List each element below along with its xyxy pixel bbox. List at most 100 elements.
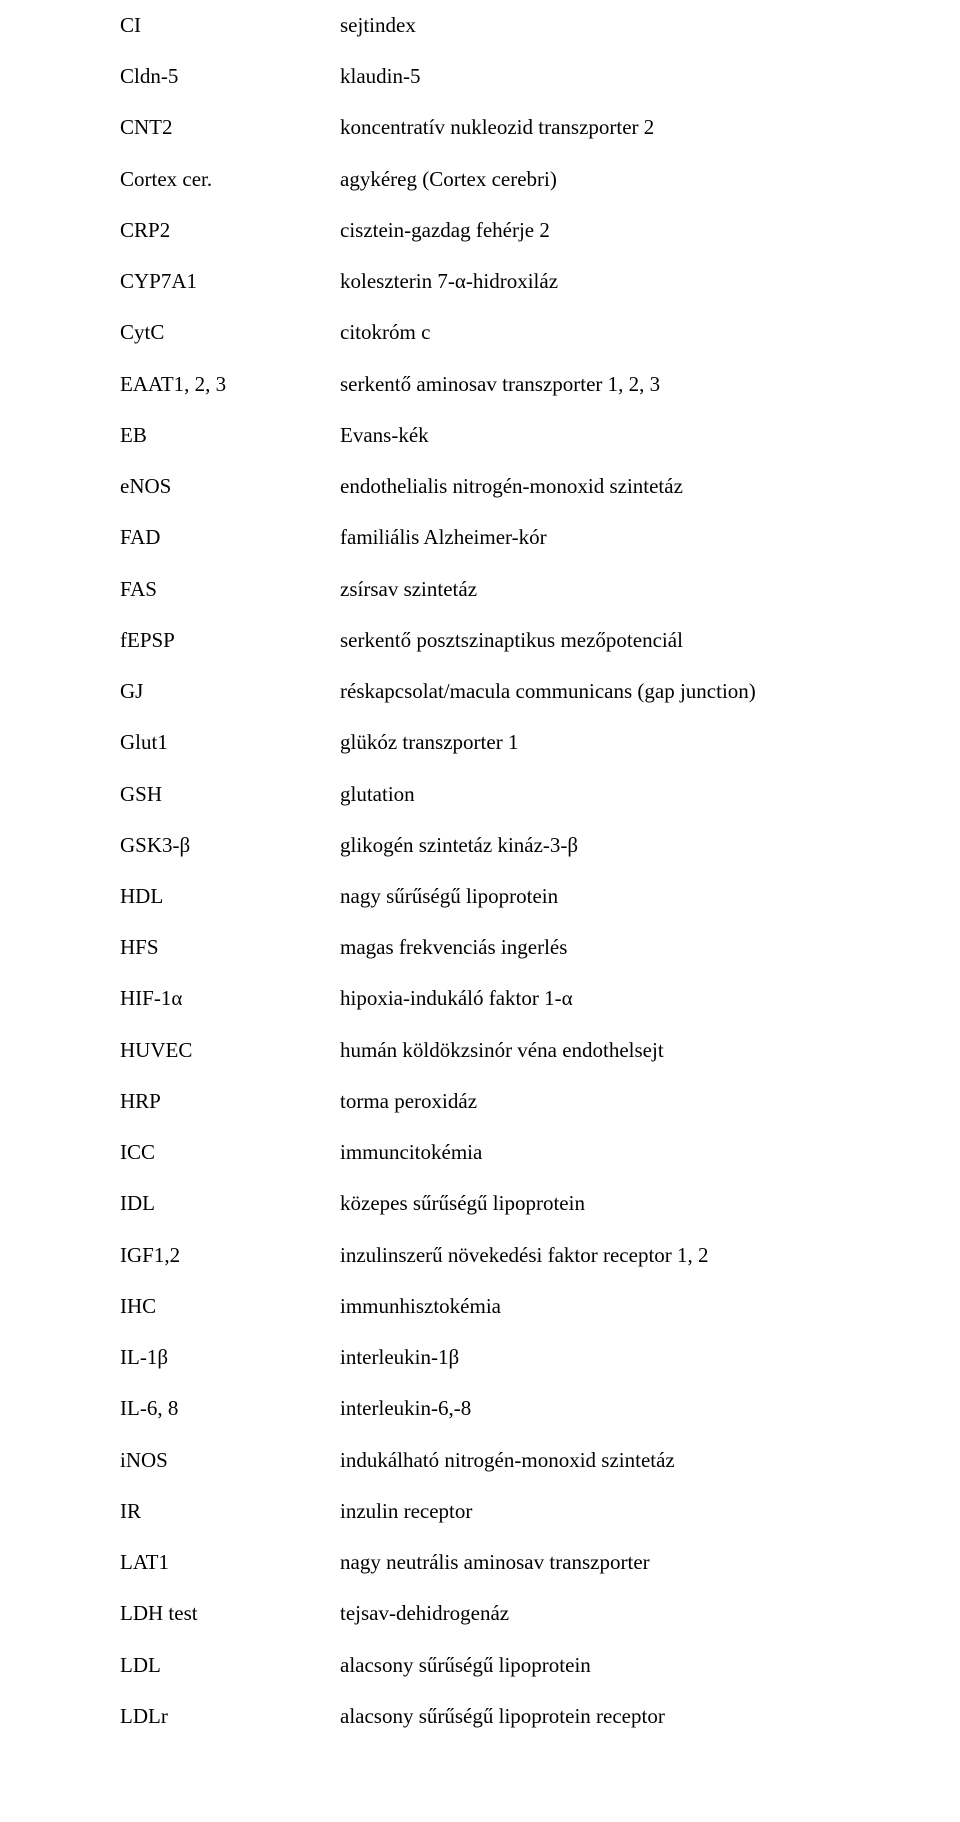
abbr-term: HRP (120, 1076, 340, 1127)
abbr-definition: serkentő aminosav transzporter 1, 2, 3 (340, 359, 840, 410)
abbr-row: FASzsírsav szintetáz (120, 564, 840, 615)
abbr-row: CIsejtindex (120, 0, 840, 51)
abbr-term: CNT2 (120, 102, 340, 153)
abbr-term: eNOS (120, 461, 340, 512)
abbr-row: eNOSendothelialis nitrogén-monoxid szint… (120, 461, 840, 512)
abbr-row: GSK3-βglikogén szintetáz kináz-3-β (120, 820, 840, 871)
abbr-term: CI (120, 0, 340, 51)
abbr-definition: réskapcsolat/macula communicans (gap jun… (340, 666, 840, 717)
abbr-row: IL-1βinterleukin-1β (120, 1332, 840, 1383)
abbr-row: fEPSPserkentő posztszinaptikus mezőpoten… (120, 615, 840, 666)
abbr-row: iNOSindukálható nitrogén-monoxid szintet… (120, 1435, 840, 1486)
abbr-term: GJ (120, 666, 340, 717)
abbr-term: IDL (120, 1178, 340, 1229)
abbr-definition: hipoxia-indukáló faktor 1-α (340, 973, 840, 1024)
abbr-term: EAAT1, 2, 3 (120, 359, 340, 410)
abbr-definition: glükóz transzporter 1 (340, 717, 840, 768)
abbr-row: CRP2cisztein-gazdag fehérje 2 (120, 205, 840, 256)
abbr-term: IL-1β (120, 1332, 340, 1383)
abbr-row: CYP7A1koleszterin 7-α-hidroxiláz (120, 256, 840, 307)
abbr-definition: tejsav-dehidrogenáz (340, 1588, 840, 1639)
abbr-term: HIF-1α (120, 973, 340, 1024)
abbr-row: Cldn-5klaudin-5 (120, 51, 840, 102)
abbr-term: HUVEC (120, 1025, 340, 1076)
abbr-row: LDLalacsony sűrűségű lipoprotein (120, 1640, 840, 1691)
abbreviation-list: CIsejtindexCldn-5klaudin-5CNT2koncentrat… (120, 0, 840, 1742)
abbr-term: Glut1 (120, 717, 340, 768)
abbr-definition: alacsony sűrűségű lipoprotein (340, 1640, 840, 1691)
abbr-definition: koncentratív nukleozid transzporter 2 (340, 102, 840, 153)
abbr-term: Cortex cer. (120, 154, 340, 205)
abbr-row: FADfamiliális Alzheimer-kór (120, 512, 840, 563)
abbr-row: LDH testtejsav-dehidrogenáz (120, 1588, 840, 1639)
abbr-definition: nagy neutrális aminosav transzporter (340, 1537, 840, 1588)
abbr-row: Cortex cer.agykéreg (Cortex cerebri) (120, 154, 840, 205)
abbr-row: IGF1,2inzulinszerű növekedési faktor rec… (120, 1230, 840, 1281)
abbr-definition: endothelialis nitrogén-monoxid szintetáz (340, 461, 840, 512)
abbr-term: iNOS (120, 1435, 340, 1486)
abbr-row: HIF-1αhipoxia-indukáló faktor 1-α (120, 973, 840, 1024)
abbr-definition: immuncitokémia (340, 1127, 840, 1178)
abbr-definition: humán köldökzsinór véna endothelsejt (340, 1025, 840, 1076)
abbr-term: CytC (120, 307, 340, 358)
abbr-term: LDH test (120, 1588, 340, 1639)
abbr-definition: Evans-kék (340, 410, 840, 461)
abbr-row: IL-6, 8interleukin-6,-8 (120, 1383, 840, 1434)
abbr-term: GSK3-β (120, 820, 340, 871)
abbr-row: Glut1glükóz transzporter 1 (120, 717, 840, 768)
abbr-term: CRP2 (120, 205, 340, 256)
abbr-definition: torma peroxidáz (340, 1076, 840, 1127)
abbr-row: IRinzulin receptor (120, 1486, 840, 1537)
abbr-term: fEPSP (120, 615, 340, 666)
abbr-term: GSH (120, 769, 340, 820)
abbr-term: LDL (120, 1640, 340, 1691)
abbr-term: IHC (120, 1281, 340, 1332)
abbr-definition: indukálható nitrogén-monoxid szintetáz (340, 1435, 840, 1486)
abbr-definition: nagy sűrűségű lipoprotein (340, 871, 840, 922)
abbr-term: FAS (120, 564, 340, 615)
abbr-definition: agykéreg (Cortex cerebri) (340, 154, 840, 205)
abbr-definition: familiális Alzheimer-kór (340, 512, 840, 563)
abbr-term: LAT1 (120, 1537, 340, 1588)
abbr-row: GJréskapcsolat/macula communicans (gap j… (120, 666, 840, 717)
abbr-term: EB (120, 410, 340, 461)
abbr-term: HFS (120, 922, 340, 973)
abbr-definition: interleukin-1β (340, 1332, 840, 1383)
abbr-definition: magas frekvenciás ingerlés (340, 922, 840, 973)
abbr-definition: zsírsav szintetáz (340, 564, 840, 615)
abbr-term: Cldn-5 (120, 51, 340, 102)
abbr-row: IDLközepes sűrűségű lipoprotein (120, 1178, 840, 1229)
abbr-definition: inzulinszerű növekedési faktor receptor … (340, 1230, 840, 1281)
abbr-term: IGF1,2 (120, 1230, 340, 1281)
abbr-definition: klaudin-5 (340, 51, 840, 102)
abbr-definition: sejtindex (340, 0, 840, 51)
abbr-definition: alacsony sűrűségű lipoprotein receptor (340, 1691, 840, 1742)
abbr-term: IL-6, 8 (120, 1383, 340, 1434)
abbr-row: CNT2koncentratív nukleozid transzporter … (120, 102, 840, 153)
abbr-row: EBEvans-kék (120, 410, 840, 461)
abbr-term: ICC (120, 1127, 340, 1178)
abbr-term: CYP7A1 (120, 256, 340, 307)
abbr-term: HDL (120, 871, 340, 922)
abbr-row: GSHglutation (120, 769, 840, 820)
abbr-definition: inzulin receptor (340, 1486, 840, 1537)
abbr-definition: glutation (340, 769, 840, 820)
abbreviation-page: CIsejtindexCldn-5klaudin-5CNT2koncentrat… (0, 0, 960, 1822)
abbr-definition: glikogén szintetáz kináz-3-β (340, 820, 840, 871)
abbr-term: IR (120, 1486, 340, 1537)
abbr-row: LAT1nagy neutrális aminosav transzporter (120, 1537, 840, 1588)
abbr-row: LDLralacsony sűrűségű lipoprotein recept… (120, 1691, 840, 1742)
abbr-row: CytCcitokróm c (120, 307, 840, 358)
abbr-definition: citokróm c (340, 307, 840, 358)
abbr-row: EAAT1, 2, 3serkentő aminosav transzporte… (120, 359, 840, 410)
abbr-row: HFSmagas frekvenciás ingerlés (120, 922, 840, 973)
abbr-row: IHCimmunhisztokémia (120, 1281, 840, 1332)
abbr-row: HRPtorma peroxidáz (120, 1076, 840, 1127)
abbr-row: HDLnagy sűrűségű lipoprotein (120, 871, 840, 922)
abbr-definition: koleszterin 7-α-hidroxiláz (340, 256, 840, 307)
abbr-row: ICCimmuncitokémia (120, 1127, 840, 1178)
abbr-definition: interleukin-6,-8 (340, 1383, 840, 1434)
abbr-definition: cisztein-gazdag fehérje 2 (340, 205, 840, 256)
abbr-term: FAD (120, 512, 340, 563)
abbr-definition: immunhisztokémia (340, 1281, 840, 1332)
